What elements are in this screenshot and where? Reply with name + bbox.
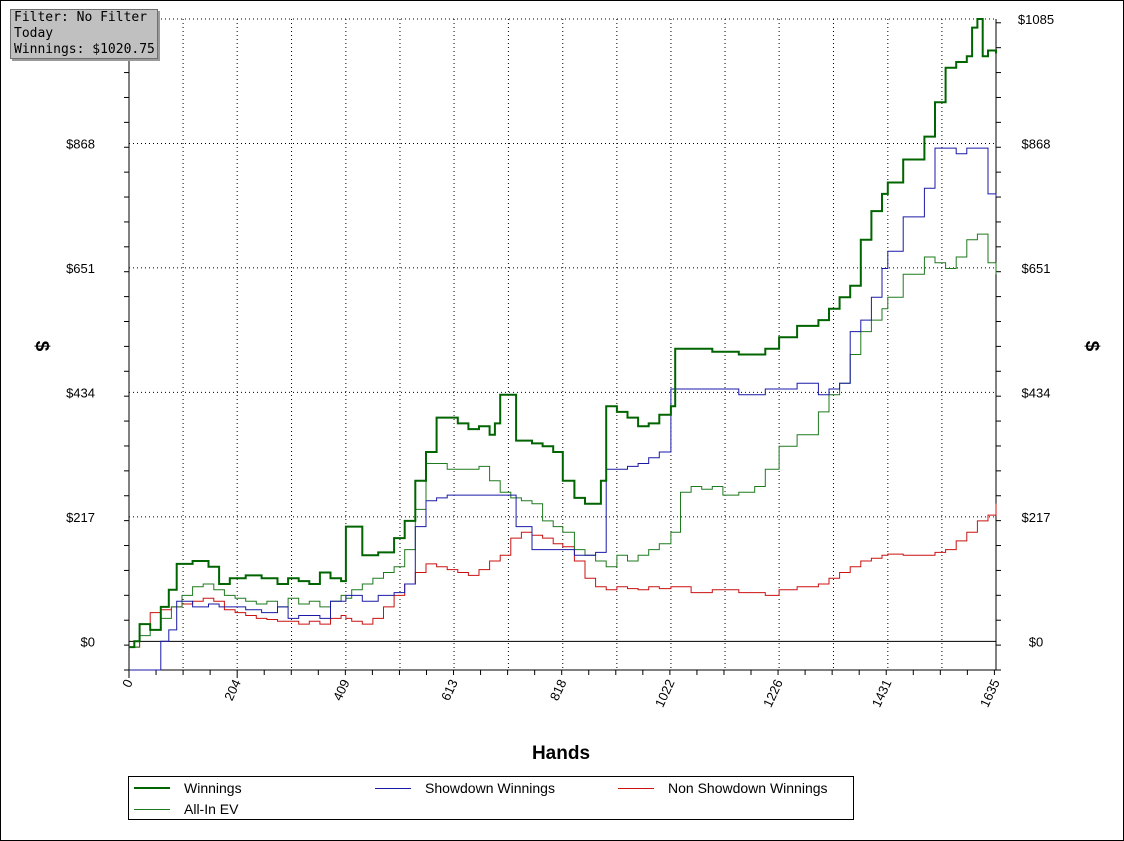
series-line-winnings bbox=[129, 19, 996, 647]
legend-swatch-all-in-ev bbox=[134, 809, 170, 810]
y-axis-title-right: $ bbox=[1081, 341, 1102, 352]
x-tick-label: 613 bbox=[438, 677, 461, 703]
legend-item-winnings: Winnings bbox=[134, 778, 242, 798]
y-tick-label-left: $0 bbox=[81, 634, 95, 649]
legend-item-non-showdown: Non Showdown Winnings bbox=[618, 778, 828, 798]
legend-swatch-winnings bbox=[134, 787, 170, 789]
period-label: Today bbox=[14, 26, 157, 42]
series-line-all-in-ev bbox=[129, 234, 996, 647]
winnings-total-label: Winnings: $1020.75 bbox=[14, 42, 157, 58]
y-tick-label-right: $868 bbox=[1022, 136, 1051, 151]
series-lines bbox=[129, 19, 996, 670]
legend-label-winnings: Winnings bbox=[184, 780, 242, 796]
x-tick-label: 1431 bbox=[869, 677, 895, 710]
legend-label-all-in-ev: All-In EV bbox=[184, 801, 238, 817]
legend-swatch-non-showdown bbox=[618, 788, 654, 789]
x-tick-label: 1635 bbox=[977, 677, 1003, 710]
y-tick-label-right: $217 bbox=[1022, 510, 1051, 525]
legend-item-all-in-ev: All-In EV bbox=[134, 799, 238, 819]
filter-label: Filter: No Filter bbox=[14, 10, 157, 26]
legend-item-showdown: Showdown Winnings bbox=[375, 778, 555, 798]
legend-label-non-showdown: Non Showdown Winnings bbox=[668, 780, 828, 796]
y-tick-label-right: $651 bbox=[1022, 261, 1051, 276]
legend-swatch-showdown bbox=[375, 788, 411, 789]
grid-lines bbox=[129, 19, 996, 670]
x-tick-label: 818 bbox=[547, 677, 570, 703]
x-tick-label: 409 bbox=[330, 677, 353, 703]
x-axis-title: Hands bbox=[532, 743, 590, 764]
legend: Winnings Showdown Winnings Non Showdown … bbox=[128, 776, 854, 820]
filter-info-box: Filter: No Filter Today Winnings: $1020.… bbox=[10, 9, 158, 59]
y-axis-title-left: $ bbox=[31, 341, 52, 352]
y-tick-label-left: $868 bbox=[66, 136, 95, 151]
y-tick-label-left: $217 bbox=[66, 510, 95, 525]
y-tick-label-left: $651 bbox=[66, 261, 95, 276]
legend-label-showdown: Showdown Winnings bbox=[425, 780, 555, 796]
x-tick-label: 1022 bbox=[652, 677, 678, 710]
y-tick-label-right: $0 bbox=[1029, 634, 1043, 649]
y-tick-label-right: $434 bbox=[1022, 385, 1051, 400]
x-tick-label: 0 bbox=[119, 677, 136, 690]
x-tick-label: 1226 bbox=[760, 677, 786, 710]
y-tick-label-right: $1085 bbox=[1018, 12, 1054, 27]
x-tick-label: 204 bbox=[221, 677, 244, 703]
y-tick-label-left: $434 bbox=[66, 385, 95, 400]
